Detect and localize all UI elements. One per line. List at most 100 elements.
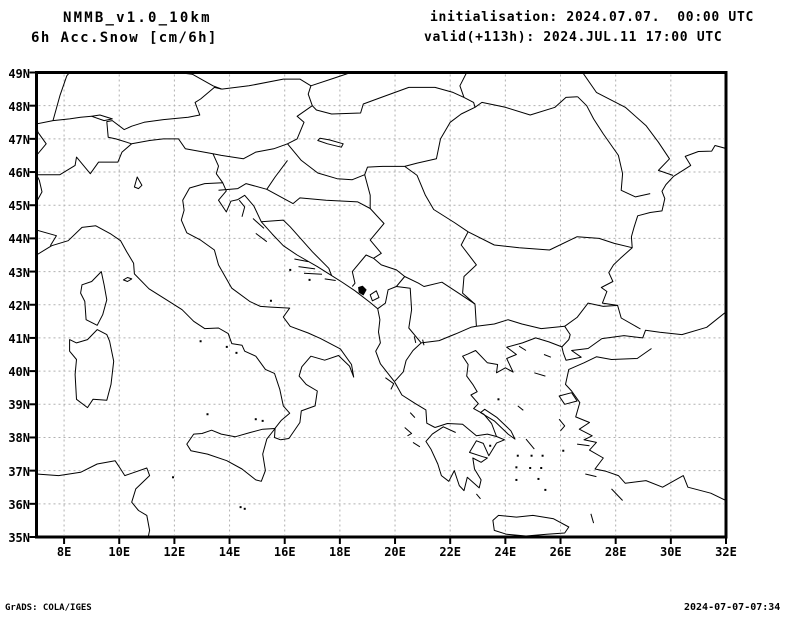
islet-dot — [172, 476, 175, 479]
border-me-al-ks — [373, 257, 406, 310]
island-lefkada — [409, 412, 416, 418]
border-hu-ro — [404, 106, 476, 167]
border-at-south — [131, 138, 288, 160]
islet-dot — [243, 507, 246, 510]
island-krk-cres — [238, 199, 246, 217]
coast-liguria-tyrrhenian — [38, 225, 291, 441]
island-karpathos — [590, 513, 595, 524]
border-md-ua — [583, 74, 674, 176]
border-ch-north — [38, 115, 92, 125]
coast-turkey-west — [565, 348, 725, 501]
island-kos — [585, 473, 597, 478]
coast-africa — [38, 460, 151, 536]
islet-dot — [516, 454, 519, 457]
y-axis-label: 39N — [8, 398, 30, 413]
x-axis-label: 10E — [108, 545, 131, 559]
lake-ohrid — [413, 336, 417, 344]
border-hr-ba-south — [261, 219, 333, 276]
coast-blacksea-west — [600, 145, 725, 330]
border-bg-gr — [476, 319, 565, 330]
islet-dot — [529, 466, 532, 469]
islet-dot — [544, 488, 547, 491]
island-lesbos — [558, 392, 578, 405]
coast-adriatic-ionian — [180, 182, 436, 441]
border-it-si — [212, 153, 224, 183]
x-axis-label: 30E — [659, 545, 682, 559]
y-axis-label: 46N — [8, 166, 30, 181]
islet-dot — [540, 466, 543, 469]
island-rhodes — [611, 488, 623, 501]
x-axis-label: 26E — [549, 545, 572, 559]
y-axis-label: 45N — [8, 199, 30, 214]
border-ro-ua — [463, 96, 578, 116]
island-thasos — [518, 345, 527, 351]
border-al-mk — [396, 286, 422, 344]
x-axis-label: 32E — [715, 545, 737, 559]
border-al-gr — [394, 342, 422, 382]
island-chios — [558, 418, 566, 432]
y-axis-label: 41N — [8, 331, 30, 346]
island-limnos — [534, 372, 546, 377]
border-mk-gr — [421, 325, 477, 344]
border-rs-bg — [460, 231, 477, 327]
grads-credit: GrADS: COLA/IGES — [5, 603, 92, 613]
y-axis-label: 36N — [8, 497, 30, 512]
snow-contour-fill — [358, 285, 367, 296]
islet-dot — [515, 466, 518, 469]
x-axis-label: 12E — [163, 545, 186, 559]
y-axis-label: 43N — [8, 265, 30, 280]
y-axis-label: 35N — [8, 531, 30, 545]
islet-dot — [515, 478, 518, 481]
border-hr-ba-north — [266, 188, 371, 209]
island-samothrace — [543, 354, 552, 358]
islet-dot — [308, 278, 311, 281]
border-ch-west — [38, 129, 47, 155]
y-axis-label: 48N — [8, 99, 30, 114]
border-ro-bg — [467, 231, 633, 251]
y-axis-label: 44N — [8, 232, 30, 247]
island-crete — [492, 514, 570, 536]
y-axis-label: 37N — [8, 464, 30, 479]
islet-dot — [239, 506, 242, 509]
product-title: 6h Acc.Snow [cm/6h] — [31, 30, 218, 46]
map-features — [38, 74, 725, 536]
border-de-cz — [186, 74, 222, 90]
y-axis-label: 47N — [8, 132, 30, 147]
x-axis-label: 28E — [604, 545, 627, 559]
coast-aegean-marmara-blacksea — [462, 312, 725, 437]
x-axis-label: 18E — [329, 545, 351, 559]
border-at-de — [106, 86, 222, 145]
border-rs-ro — [404, 165, 469, 233]
y-axis-label: 40N — [8, 365, 30, 380]
border-gr-tr — [561, 326, 571, 348]
island-brac — [294, 258, 309, 263]
islet-dot — [537, 477, 540, 480]
border-si-hr — [218, 160, 288, 191]
island-kythira — [476, 493, 481, 500]
border-fr-alps — [38, 176, 43, 201]
border-rs-ks-mk — [404, 276, 476, 305]
coast-corinth-peloponnese — [425, 423, 505, 492]
border-fr-it — [38, 230, 57, 246]
island-hvar — [298, 266, 316, 270]
islet-dot — [530, 454, 533, 457]
x-axis-label: 16E — [273, 545, 296, 559]
border-hr-rs — [364, 174, 371, 209]
border-ba-rs-drina — [351, 208, 385, 287]
x-axis-label: 14E — [218, 545, 241, 559]
island-corfu — [385, 377, 395, 390]
island-cephalonia — [404, 427, 413, 437]
creation-timestamp: 2024-07-07-07:34 — [684, 602, 781, 613]
valid-time: valid(+113h): 2024.JUL.11 17:00 UTC — [424, 30, 723, 45]
border-ua-top — [459, 74, 467, 98]
islet-dot — [206, 413, 209, 416]
y-axis-label: 42N — [8, 298, 30, 313]
islet-dot — [562, 449, 565, 452]
islet-dot — [289, 268, 292, 271]
lake-scutari — [369, 290, 380, 302]
islet-dot — [497, 398, 500, 401]
island-sicily — [186, 428, 276, 482]
islet-dot — [254, 418, 257, 421]
